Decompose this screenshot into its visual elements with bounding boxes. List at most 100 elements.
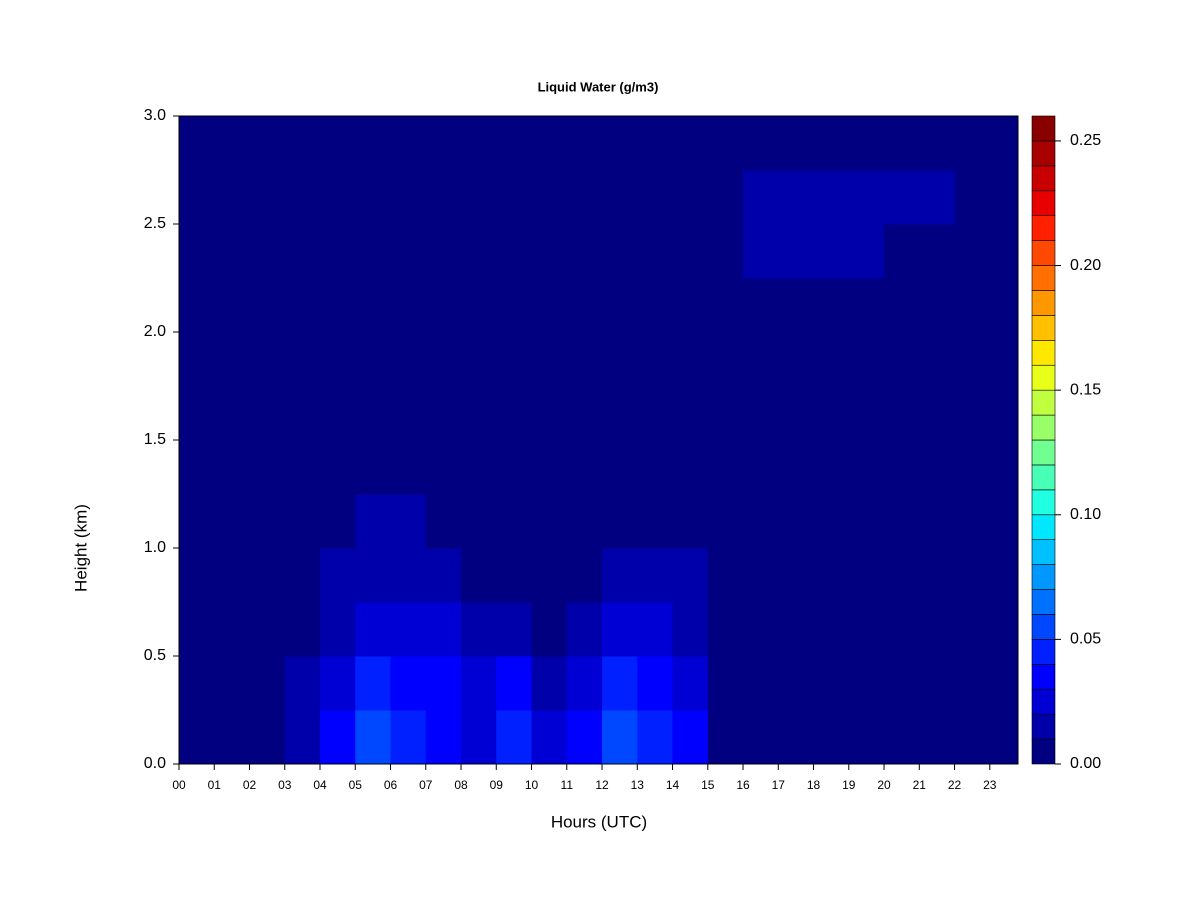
heatmap-cell [179,494,215,549]
heatmap-cell [919,116,956,171]
heatmap-cell [602,116,638,171]
heatmap-cell [496,224,533,279]
heatmap-cell [848,494,885,549]
heatmap-cell [743,656,779,711]
heatmap-cell [496,710,533,765]
heatmap-cell [531,602,568,657]
heatmap-cell [919,494,956,549]
heatmap-cell [179,548,215,603]
heatmap-cell [284,224,321,279]
heatmap-cell [284,278,321,333]
heatmap-cell [707,440,744,495]
heatmap-cell [707,116,744,171]
x-tick-label: 04 [313,778,327,792]
x-tick-label: 17 [772,778,786,792]
heatmap-cell [249,116,286,171]
heatmap-cell [390,278,427,333]
heatmap-cell [778,494,815,549]
x-tick-label: 21 [913,778,927,792]
heatmap-cell [425,656,462,711]
heatmap-cell [425,440,462,495]
heatmap-cell [496,278,533,333]
heatmap-cell [355,602,392,657]
heatmap-cell [214,548,251,603]
heatmap-cell [989,494,1019,549]
heatmap-cell [602,656,638,711]
heatmap-cell [249,440,286,495]
y-tick-label: 0.5 [144,647,166,664]
heatmap-cell [320,116,356,171]
heatmap-cell [919,656,956,711]
colorbar-band [1031,738,1056,765]
heatmap-cell [813,278,850,333]
heatmap-cell [461,440,497,495]
heatmap-cell [637,602,674,657]
heatmap-cell [672,332,709,387]
y-tick-label: 0.0 [144,755,166,772]
heatmap-cell [390,332,427,387]
heatmap-cell [637,332,674,387]
heatmap-cell [425,278,462,333]
heatmap-cell [531,116,568,171]
heatmap-cell [884,656,920,711]
heatmap-cell [672,602,709,657]
heatmap-cell [672,278,709,333]
heatmap-cell [496,548,533,603]
heatmap-cell [884,386,920,441]
heatmap-cell [425,548,462,603]
colorbar-band [1031,589,1056,615]
heatmap-cell [954,440,991,495]
heatmap-cell [284,494,321,549]
heatmap-cell [637,116,674,171]
x-tick-label: 16 [736,778,750,792]
heatmap-cell [637,710,674,765]
colorbar-tick-label: 0.25 [1070,132,1101,149]
heatmap-cell [954,224,991,279]
heatmap-cell [919,710,956,765]
heatmap-cell [425,710,462,765]
heatmap-cell [355,278,392,333]
heatmap-cell [884,116,920,171]
heatmap-cell [390,116,427,171]
heatmap-cell [496,116,533,171]
heatmap-cell [284,386,321,441]
heatmap-cell [531,386,568,441]
heatmap-cell [461,116,497,171]
heatmap-cell [320,386,356,441]
heatmap-cell [778,440,815,495]
heatmap-cell [848,278,885,333]
heatmap-cell [531,332,568,387]
heatmap-cell [531,440,568,495]
heatmap-cell [848,332,885,387]
heatmap-cell [743,386,779,441]
colorbar-band [1031,464,1056,491]
colorbar-band [1031,315,1056,341]
x-tick-label: 18 [807,778,821,792]
heatmap-cell [461,710,497,765]
heatmap-cell [461,494,497,549]
heatmap-cell [179,332,215,387]
heatmap-cell [884,332,920,387]
heatmap-cell [884,710,920,765]
heatmap-cell [989,386,1019,441]
heatmap-cell [214,710,251,765]
x-tick-label: 22 [948,778,962,792]
heatmap-cell [743,548,779,603]
heatmap-cell [390,170,427,225]
heatmap-cell [355,440,392,495]
x-tick-label: 11 [561,778,574,792]
colorbar-band [1031,539,1056,565]
heatmap-cell [884,278,920,333]
heatmap-cell [919,440,956,495]
heatmap-cell [672,170,709,225]
x-tick-label: 23 [983,778,997,792]
colorbar-band [1031,439,1056,466]
heatmap-cell [919,386,956,441]
heatmap-cell [707,224,744,279]
heatmap-cell [884,494,920,549]
heatmap-cell [884,440,920,495]
heatmap-cell [707,602,744,657]
heatmap-cell [214,386,251,441]
heatmap-cell [954,278,991,333]
heatmap-cell [672,116,709,171]
